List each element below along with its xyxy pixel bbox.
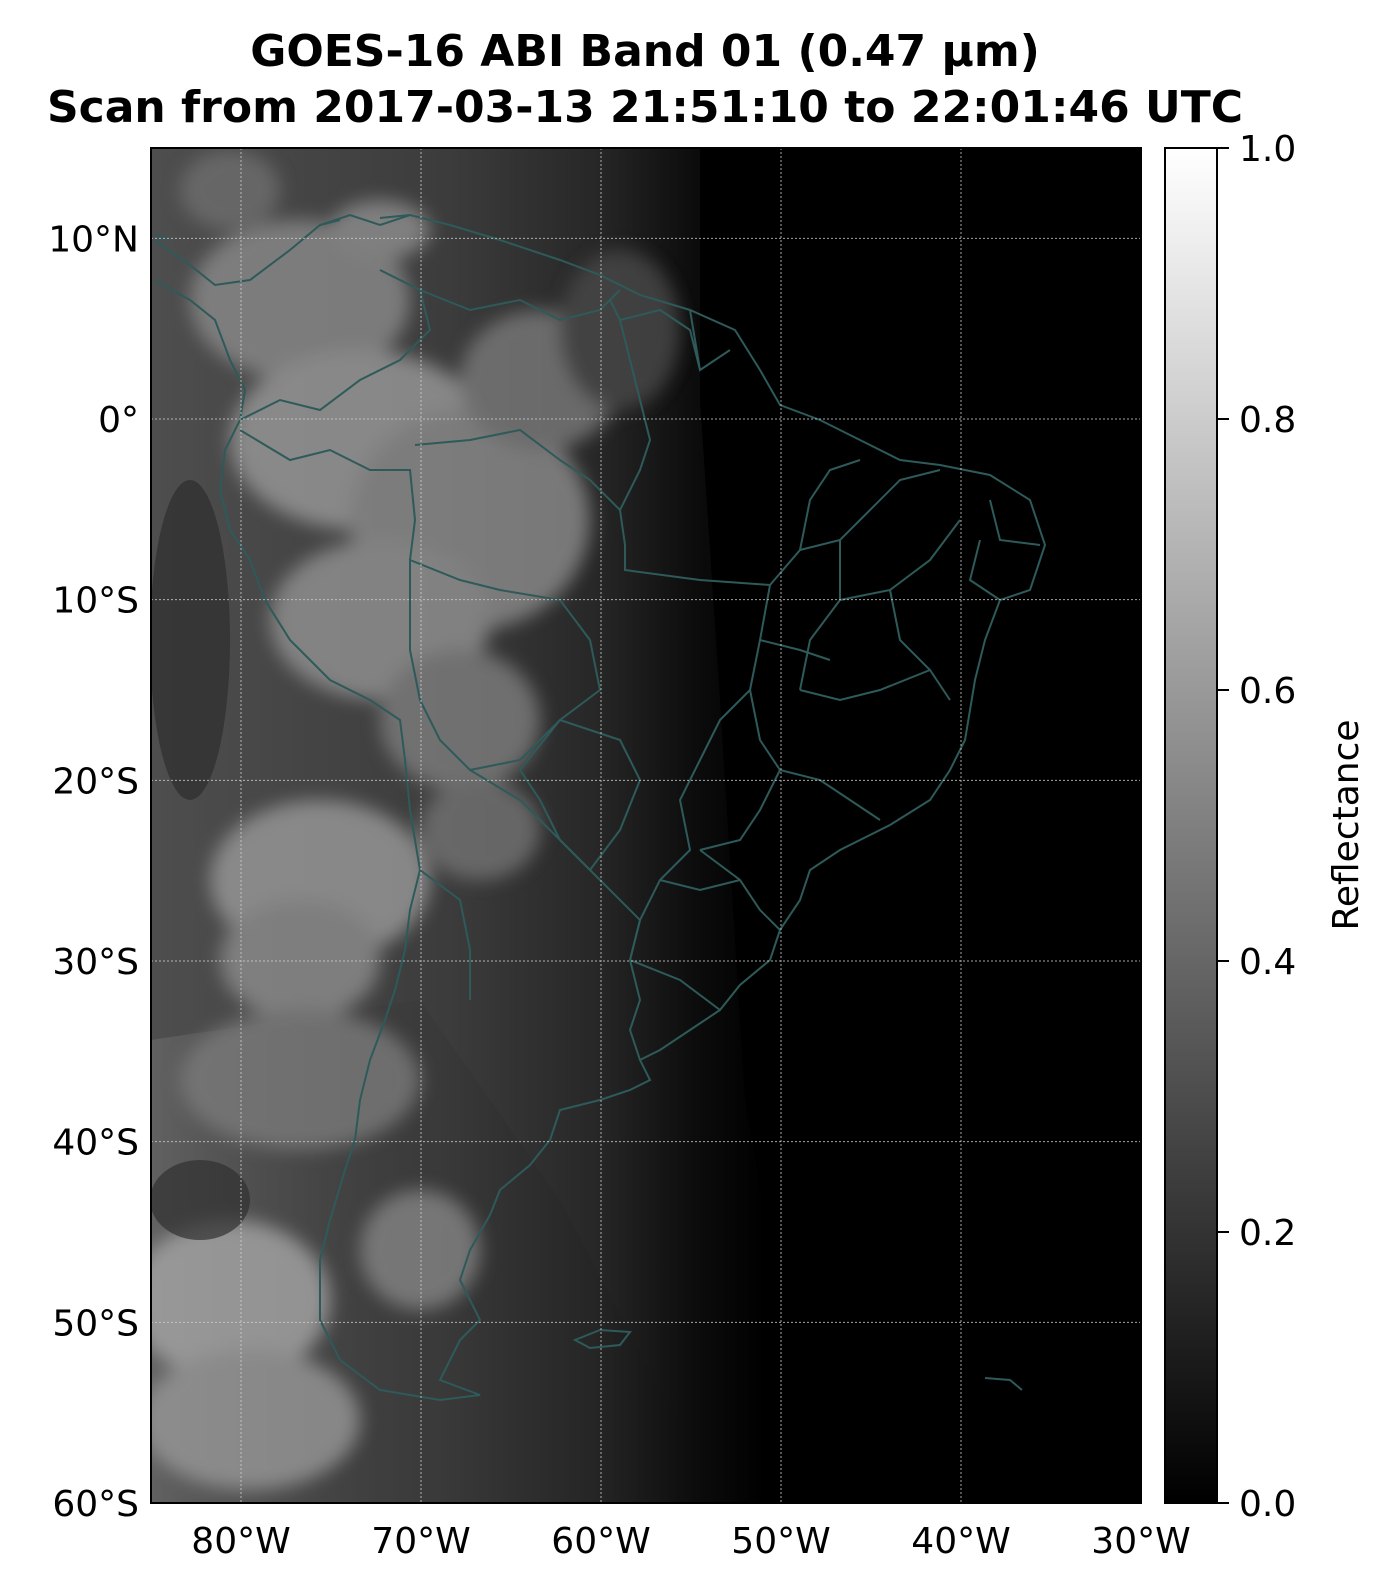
colorbar-tick-label: 0.0 <box>1239 1484 1296 1525</box>
latitude-tick-label: 30°S <box>52 942 139 983</box>
latitude-tick-label: 60°S <box>52 1484 139 1525</box>
colorbar-ticks: 0.0 0.2 0.4 0.6 0.8 1.0 <box>1217 129 1296 1525</box>
guianas-border <box>619 308 731 372</box>
map-title-line-1: GOES-16 ABI Band 01 (0.47 µm) <box>250 26 1040 77</box>
colombia-border <box>239 269 432 421</box>
caribbean-outline <box>154 214 411 241</box>
map-title-line-2: Scan from 2017-03-13 21:51:10 to 22:01:4… <box>46 82 1244 133</box>
borders-overlay <box>154 213 1047 1402</box>
longitude-tick-label: 60°W <box>551 1521 650 1562</box>
venezuela-border <box>419 289 621 322</box>
brazil-states <box>629 459 1041 1011</box>
gridlines <box>151 148 1141 1503</box>
brazil-border <box>414 299 772 1061</box>
coastline <box>154 213 1047 1402</box>
longitude-tick-label: 30°W <box>1091 1521 1190 1562</box>
latitude-tick-labels: 10°N 0° 10°S 20°S 30°S 40°S 50°S 60°S <box>48 219 139 1525</box>
latitude-tick-label: 40°S <box>52 1123 139 1164</box>
longitude-tick-label: 70°W <box>371 1521 470 1562</box>
peru-border <box>239 429 417 561</box>
longitude-tick-label: 50°W <box>731 1521 830 1562</box>
latitude-tick-label: 50°S <box>52 1303 139 1344</box>
latitude-tick-label: 20°S <box>52 761 139 802</box>
latitude-tick-label: 0° <box>98 400 139 441</box>
colorbar-label: Reflectance <box>1326 719 1367 930</box>
colorbar <box>1164 147 1218 1504</box>
latitude-tick-label: 10°S <box>52 581 139 622</box>
argentina-border <box>419 769 642 1000</box>
satellite-image <box>151 148 1141 1503</box>
colorbar-tick-label: 0.6 <box>1239 671 1296 712</box>
colorbar-tick-label: 1.0 <box>1239 129 1296 170</box>
longitude-tick-labels: 80°W 70°W 60°W 50°W 40°W 30°W <box>191 1521 1190 1562</box>
longitude-tick-label: 80°W <box>191 1521 290 1562</box>
map-frame <box>150 147 1142 1504</box>
longitude-tick-label: 40°W <box>911 1521 1010 1562</box>
south-georgia <box>984 1377 1023 1391</box>
colorbar-tick-label: 0.8 <box>1239 400 1296 441</box>
falkland-islands <box>572 1328 632 1350</box>
latitude-tick-label: 10°N <box>48 219 139 260</box>
colorbar-tick-label: 0.4 <box>1239 942 1296 983</box>
colorbar-tick-label: 0.2 <box>1239 1213 1296 1254</box>
